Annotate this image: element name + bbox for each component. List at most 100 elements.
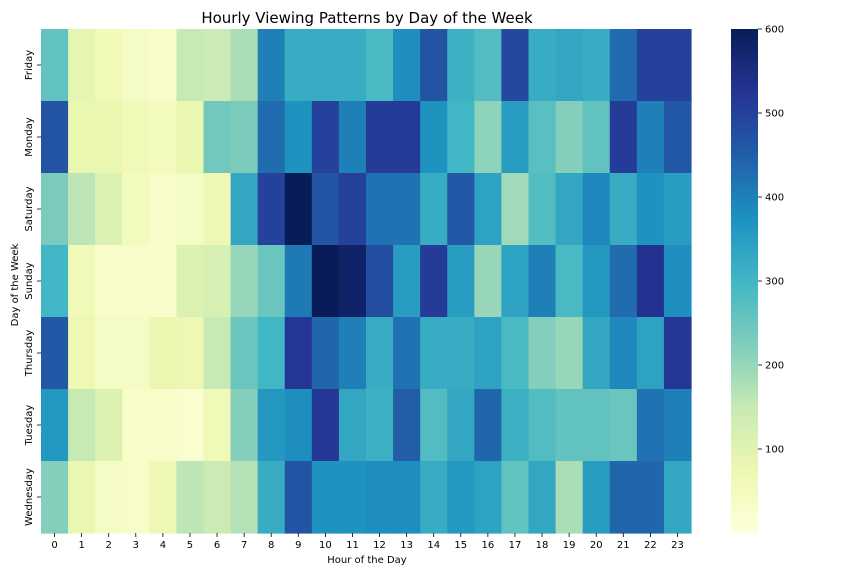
heatmap-cell [555,29,584,102]
heatmap-cell [663,101,692,174]
y-tick-label: Tuesday [24,405,35,447]
heatmap-cell [284,389,313,462]
heatmap-cell [447,245,475,318]
heatmap-cell [311,101,340,174]
heatmap-cell [149,461,178,534]
heatmap-cell [420,461,448,534]
x-tick-label: 13 [400,540,413,551]
x-tick-label: 3 [133,540,139,551]
heatmap-cell [203,461,232,534]
heatmap-cell [230,317,259,390]
heatmap-cell [176,173,205,246]
heatmap-cell [257,317,286,390]
heatmap-cell [95,317,123,390]
x-tick-label: 12 [373,540,386,551]
heatmap-cell [122,29,150,102]
heatmap-cell [68,173,96,246]
heatmap-cell [555,317,584,390]
heatmap-cell [68,389,96,462]
heatmap-cell [122,317,150,390]
heatmap-cell [582,317,611,390]
heatmap-cell [474,461,503,534]
heatmap-cell [257,461,286,534]
x-tick-label: 9 [295,540,301,551]
heatmap-cell [636,461,665,534]
heatmap-cell [636,317,665,390]
heatmap-cell [366,29,394,102]
heatmap-cell [284,29,313,102]
heatmap-cell [230,173,259,246]
heatmap-cell [68,317,96,390]
heatmap-cell [122,173,150,246]
x-tick-label: 19 [563,540,576,551]
heatmap-cell [501,245,530,318]
heatmap-cell [636,173,665,246]
heatmap-cell [528,389,557,462]
heatmap-cell [149,317,178,390]
heatmap-cell [609,461,638,534]
heatmap-cell [230,245,259,318]
heatmap-cell [230,101,259,174]
heatmap-cell [203,29,232,102]
heatmap-cell [338,389,367,462]
y-axis: Friday Monday Saturday Sunday Thursday Tuesda… [24,50,41,526]
heatmap-cell [95,29,123,102]
heatmap-cell [474,173,503,246]
colorbar-ticks: 100 200 300 400 500 600 [758,25,784,456]
heatmap-cell [257,29,286,102]
heatmap-cell [609,173,638,246]
heatmap-cell [501,461,530,534]
heatmap-cell [338,461,367,534]
colorbar-tick-label: 500 [765,109,784,120]
x-tick-label: 2 [106,540,112,551]
heatmap-cell [311,173,340,246]
heatmap-cell [420,101,448,174]
heatmap-cell [555,389,584,462]
heatmap-cell [311,29,340,102]
heatmap-cell [68,29,96,102]
heatmap-cell [176,317,205,390]
heatmap-cell [474,101,503,174]
heatmap-cell [447,101,475,174]
heatmap-cell [555,245,584,318]
y-axis-label: Day of the Week [10,243,21,326]
heatmap-cell [257,101,286,174]
heatmap-cell [68,461,96,534]
heatmap-cell [257,245,286,318]
x-tick-label: 6 [214,540,220,551]
x-tick-label: 22 [644,540,657,551]
heatmap-cell [582,461,611,534]
heatmap-cell [176,461,205,534]
heatmap-cell [149,173,178,246]
heatmap-cell [393,29,421,102]
heatmap-cell [609,245,638,318]
y-tick-label: Thursday [24,330,35,378]
heatmap-cell [609,101,638,174]
heatmap-cell [609,317,638,390]
heatmap-cell [582,245,611,318]
y-tick-label: Wednesday [24,468,35,526]
heatmap-cell [663,173,692,246]
heatmap-cell [284,317,313,390]
heatmap-cell [663,317,692,390]
colorbar-tick-label: 100 [765,445,784,456]
heatmap-cell [366,245,394,318]
heatmap-cell [338,317,367,390]
x-tick-label: 20 [590,540,603,551]
colorbar-tick-label: 600 [765,25,784,36]
heatmap-cell [311,317,340,390]
heatmap-cell [338,245,367,318]
heatmap-cell [95,461,123,534]
x-tick-label: 0 [51,540,57,551]
x-tick-label: 4 [160,540,166,551]
x-tick-label: 10 [319,540,332,551]
heatmap-cell [501,389,530,462]
heatmap-cell [122,461,150,534]
heatmap-cell [149,29,178,102]
heatmap-cell [122,389,150,462]
heatmap-cell [636,245,665,318]
heatmap-cell [555,461,584,534]
heatmap-cell [582,29,611,102]
y-tick-label: Saturday [24,186,35,231]
